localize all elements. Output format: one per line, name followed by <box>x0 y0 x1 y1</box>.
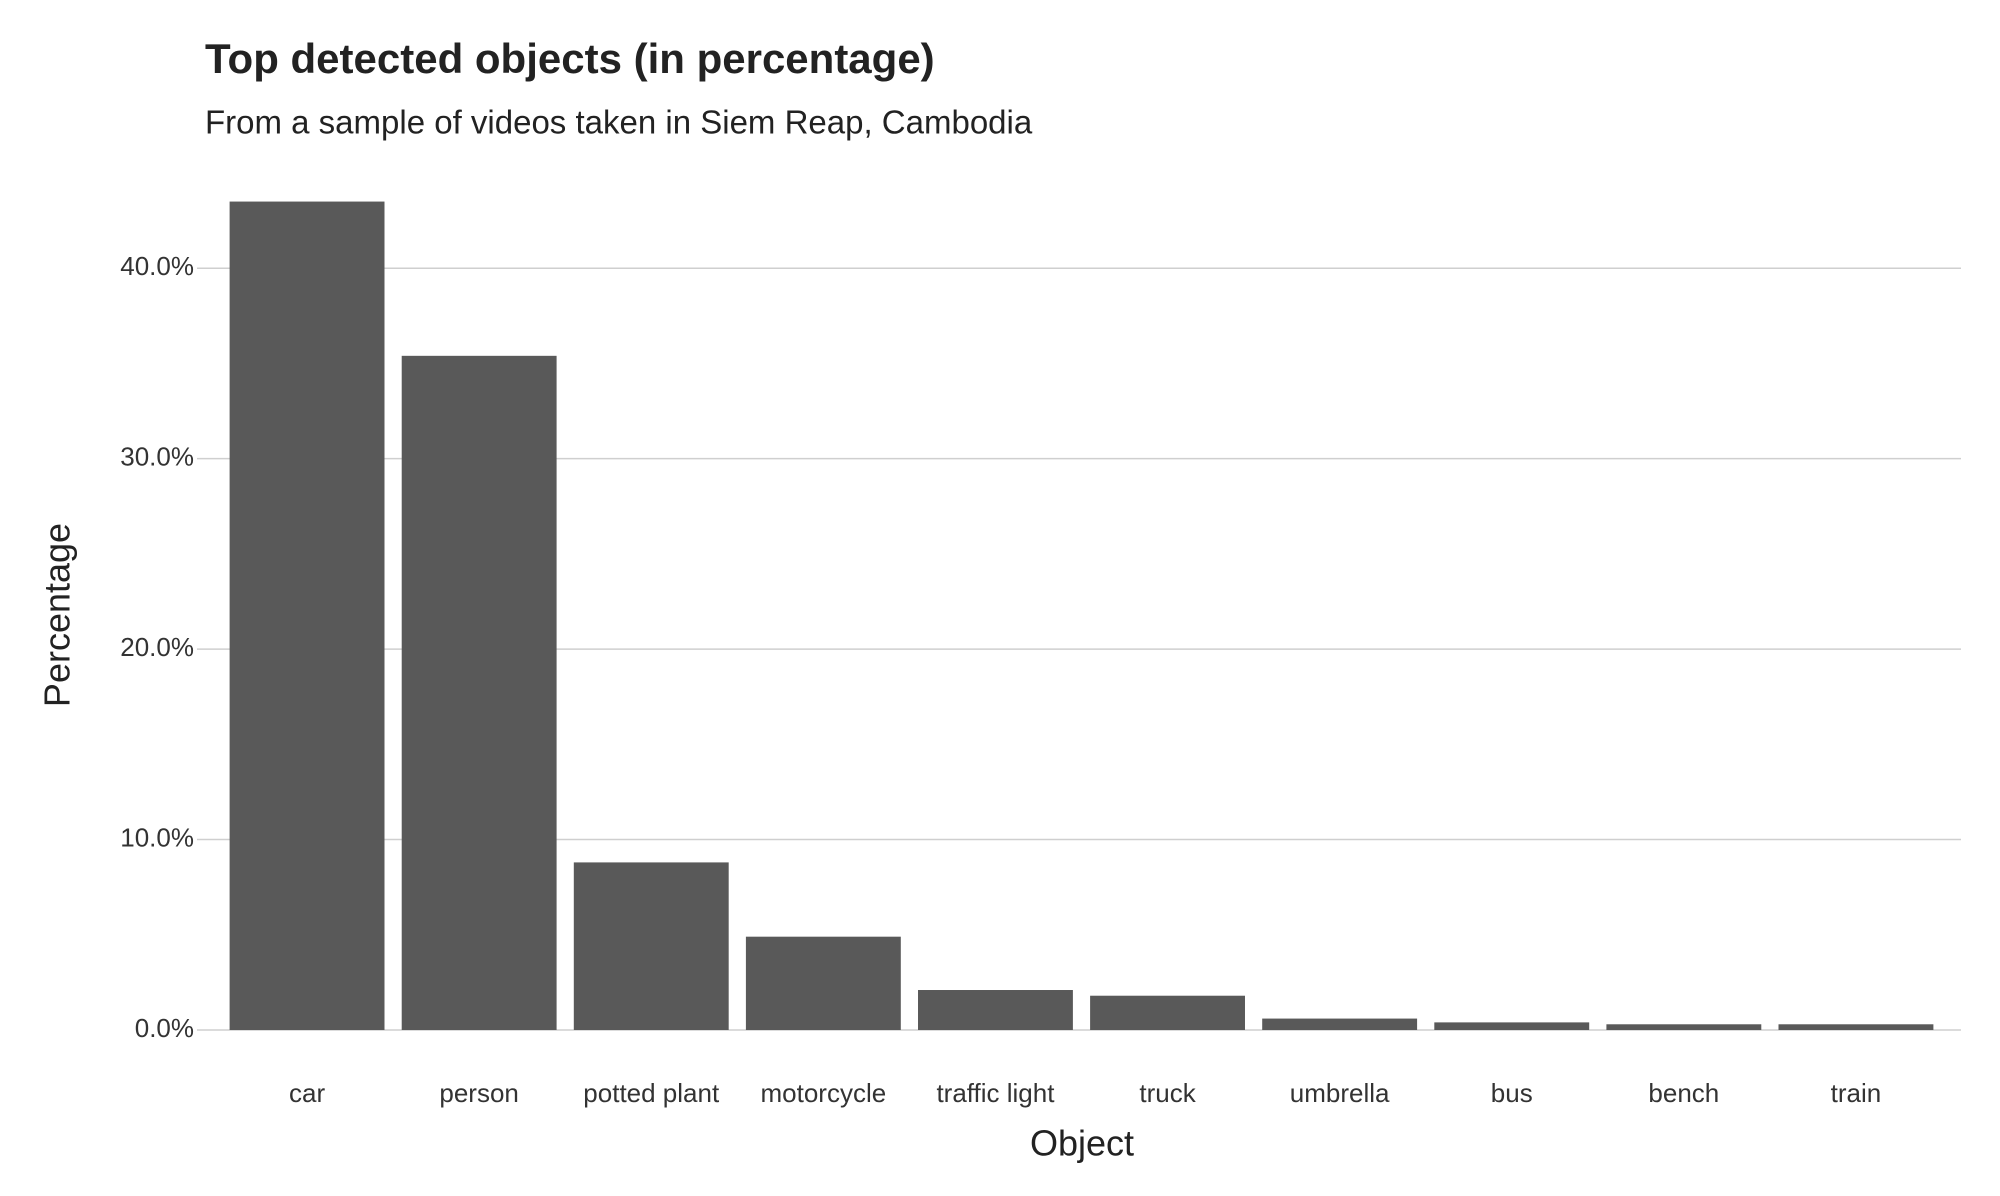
bar <box>1606 1024 1762 1030</box>
chart-title: Top detected objects (in percentage) <box>205 35 935 82</box>
bar <box>229 201 385 1031</box>
x-tick-label: car <box>289 1078 325 1108</box>
bar <box>918 990 1073 1030</box>
x-tick-label: bus <box>1491 1078 1533 1108</box>
bar <box>573 862 729 1030</box>
bar <box>1778 1024 1934 1030</box>
x-tick-label: person <box>439 1078 519 1108</box>
x-tick-label: truck <box>1139 1078 1196 1108</box>
bar <box>1090 995 1245 1030</box>
x-tick-label: traffic light <box>936 1078 1055 1108</box>
y-tick-label: 10.0% <box>120 822 194 852</box>
x-axis-title: Object <box>1030 1123 1134 1164</box>
x-tick-label: umbrella <box>1290 1078 1390 1108</box>
y-tick-label: 30.0% <box>120 442 194 472</box>
x-tick-label: potted plant <box>583 1078 720 1108</box>
y-axis-title: Percentage <box>37 523 78 707</box>
x-tick-label: bench <box>1648 1078 1719 1108</box>
bar <box>745 936 901 1030</box>
x-tick-label: motorcycle <box>760 1078 886 1108</box>
chart-subtitle: From a sample of videos taken in Siem Re… <box>205 104 1033 141</box>
bar <box>1434 1022 1590 1030</box>
bar <box>1262 1018 1418 1030</box>
y-tick-label: 20.0% <box>120 632 194 662</box>
y-tick-label: 0.0% <box>135 1013 194 1043</box>
y-tick-label: 40.0% <box>120 251 194 281</box>
bar <box>401 355 557 1030</box>
x-tick-label: train <box>1831 1078 1882 1108</box>
